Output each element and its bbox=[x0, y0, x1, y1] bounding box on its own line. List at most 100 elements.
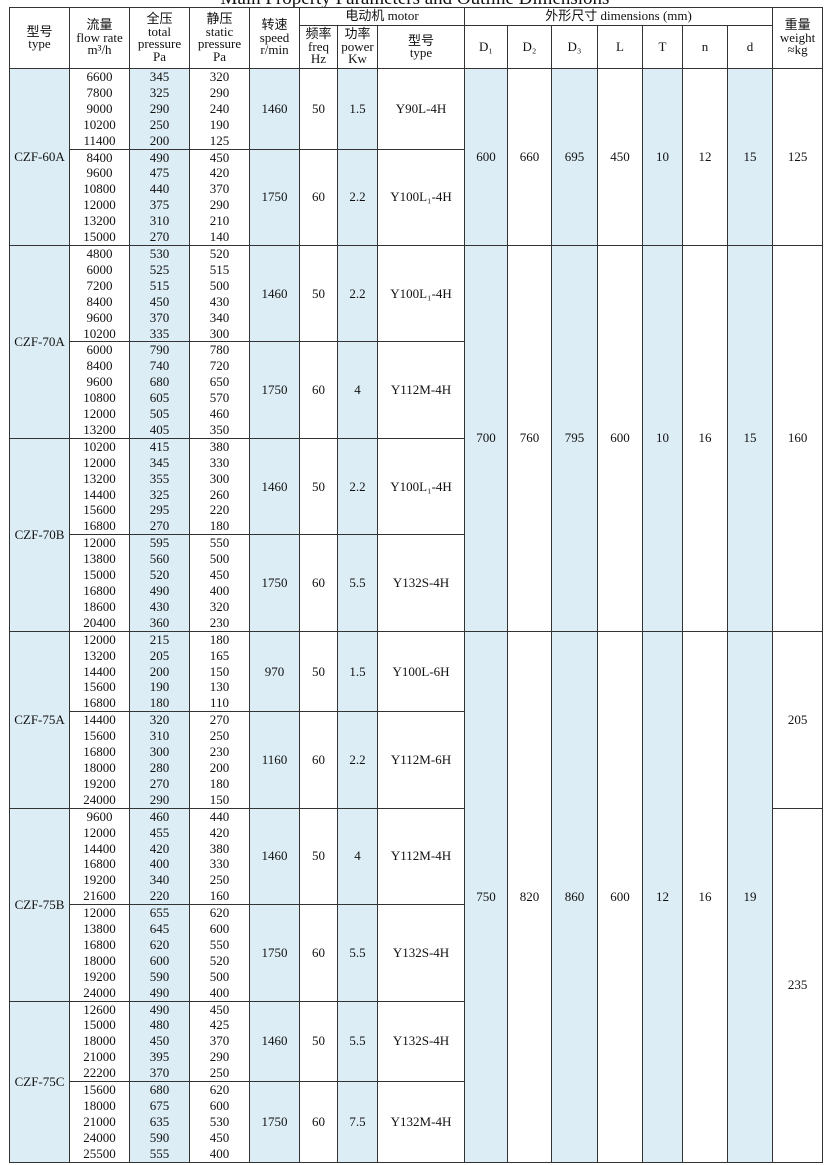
motor-type: Y112M-4H bbox=[376, 807, 466, 906]
model-type-line: CZF-75C bbox=[14, 1073, 65, 1089]
flow-rate-line: 13800 bbox=[83, 551, 116, 567]
flow-rate: 10200 12000 13200 14400 15600 16800 bbox=[69, 437, 130, 536]
header-dimension-line: n bbox=[701, 38, 709, 54]
frequency: 60 bbox=[299, 341, 338, 439]
motor-type: Y90L-4H bbox=[376, 68, 466, 150]
total-pressure-line: 200 bbox=[149, 132, 170, 148]
page-title: Main Property Parameters and Outline Dim… bbox=[0, 0, 830, 9]
table-row: CZF-70A 4800 6000 7200 8400 9600 10200 530 525 51… bbox=[9, 244, 824, 632]
motor-type: Y100L₁-4H bbox=[376, 244, 466, 343]
total-pressure-line: 400 bbox=[149, 856, 170, 872]
total-pressure: 680 675 635 590 555 bbox=[129, 1081, 190, 1163]
flow-rate-line: 15600 bbox=[83, 502, 116, 518]
speed: 1460 bbox=[249, 437, 300, 536]
static-pressure-line: 300 bbox=[209, 325, 230, 341]
dimension-line: 19 bbox=[743, 888, 757, 904]
header-static-line: static bbox=[205, 23, 234, 39]
dimension-line: 450 bbox=[610, 149, 630, 165]
flow-rate-line: 13800 bbox=[83, 921, 116, 937]
flow-rate: 12000 13200 14400 15600 16800 bbox=[69, 630, 130, 713]
motor-type: Y100L₁-4H bbox=[376, 148, 466, 246]
flow-rate-line: 21600 bbox=[83, 888, 116, 904]
total-pressure-line: 600 bbox=[149, 952, 170, 968]
static-pressure-line: 140 bbox=[209, 229, 230, 245]
header-static-line: pressure bbox=[197, 36, 242, 51]
frequency: 50 bbox=[299, 244, 338, 343]
flow-rate: 12600 15000 18000 21000 22200 bbox=[69, 1000, 130, 1083]
dimension: 750 bbox=[464, 630, 509, 1163]
power: 5.5 bbox=[337, 534, 378, 632]
speed: 1160 bbox=[249, 711, 300, 809]
table-row: 15600 18000 21000 24000 25500 680 675 635 590 555… bbox=[10, 1081, 823, 1163]
dimension-line: 600 bbox=[610, 430, 630, 446]
flow-rate-line: 18000 bbox=[83, 952, 116, 968]
header-dimension: L bbox=[597, 25, 644, 69]
frequency-line: 60 bbox=[312, 189, 325, 205]
weight: 235 bbox=[772, 807, 824, 1163]
total-pressure-line: 475 bbox=[149, 165, 170, 181]
frequency-line: 60 bbox=[312, 575, 325, 591]
model-type: CZF-75C bbox=[9, 1000, 70, 1163]
header-power-line: power bbox=[341, 38, 374, 54]
total-pressure-line: 360 bbox=[149, 614, 170, 630]
header-dimension: T bbox=[642, 25, 684, 69]
flow-rate: 15600 18000 21000 24000 25500 bbox=[69, 1081, 130, 1163]
weight: 125 bbox=[772, 68, 824, 246]
total-pressure-line: 680 bbox=[149, 1082, 170, 1098]
header-weight-line: weight bbox=[779, 29, 816, 45]
speed-line: 1750 bbox=[261, 1113, 288, 1129]
static-pressure-line: 180 bbox=[209, 631, 230, 647]
dimension: 12 bbox=[682, 68, 729, 246]
power: 2.2 bbox=[337, 437, 378, 536]
dimension-line: 750 bbox=[476, 888, 496, 904]
dimension: 16 bbox=[682, 244, 729, 632]
power-line: 5.5 bbox=[349, 575, 366, 591]
static-pressure-line: 230 bbox=[209, 614, 230, 630]
total-pressure-line: 595 bbox=[149, 535, 170, 551]
total-pressure-line: 340 bbox=[149, 872, 170, 888]
speed: 1750 bbox=[249, 341, 300, 439]
flow-rate-line: 11400 bbox=[83, 132, 116, 148]
total-pressure-line: 280 bbox=[149, 759, 170, 775]
static-pressure-line: 780 bbox=[209, 342, 230, 358]
header-dimension: D₂ bbox=[507, 25, 553, 69]
speed: 1750 bbox=[249, 904, 300, 1002]
frequency-line: 50 bbox=[312, 1033, 325, 1049]
total-pressure-line: 375 bbox=[149, 197, 170, 213]
static-pressure-line: 250 bbox=[209, 872, 230, 888]
motor-type-line: Y132M-4H bbox=[390, 1113, 452, 1129]
total-pressure-line: 515 bbox=[149, 277, 170, 293]
static-pressure-line: 440 bbox=[209, 808, 230, 824]
header-dimension: d bbox=[727, 25, 774, 69]
model-type-line: CZF-75B bbox=[14, 896, 65, 912]
total-pressure-line: 250 bbox=[149, 116, 170, 132]
total-pressure-line: 490 bbox=[149, 1001, 170, 1017]
flow-rate-line: 16800 bbox=[83, 744, 116, 760]
flow-rate-line: 16800 bbox=[83, 518, 116, 534]
static-pressure-line: 720 bbox=[209, 358, 230, 374]
power: 5.5 bbox=[337, 1000, 378, 1083]
dimension-line: 10 bbox=[656, 149, 670, 165]
flow-rate: 6000 8400 9600 10800 12000 13200 bbox=[69, 341, 130, 439]
flow-rate-line: 18000 bbox=[83, 1033, 116, 1049]
total-pressure-line: 290 bbox=[149, 791, 170, 807]
header-dimension-line: D₂ bbox=[522, 38, 537, 54]
total-pressure-line: 310 bbox=[149, 728, 170, 744]
static-pressure-line: 150 bbox=[209, 663, 230, 679]
flow-rate-line: 19200 bbox=[83, 872, 116, 888]
motor-type-line: Y100L-6H bbox=[392, 663, 450, 679]
dimension: 19 bbox=[727, 630, 774, 1163]
static-pressure: 180 165 150 130 110 bbox=[189, 630, 250, 713]
static-pressure-line: 500 bbox=[209, 968, 230, 984]
static-pressure-line: 450 bbox=[209, 149, 230, 165]
flow-rate-line: 24000 bbox=[83, 791, 116, 807]
static-pressure-line: 290 bbox=[209, 1049, 230, 1065]
static-pressure-line: 530 bbox=[209, 1113, 230, 1129]
speed-line: 1460 bbox=[261, 285, 288, 301]
dimension-line: 12 bbox=[698, 149, 712, 165]
flow-rate-line: 14400 bbox=[83, 840, 116, 856]
total-pressure-line: 740 bbox=[149, 358, 170, 374]
dimension: 795 bbox=[551, 244, 599, 632]
total-pressure-line: 415 bbox=[149, 438, 170, 454]
header-motor-type: 型号 type bbox=[376, 25, 466, 69]
